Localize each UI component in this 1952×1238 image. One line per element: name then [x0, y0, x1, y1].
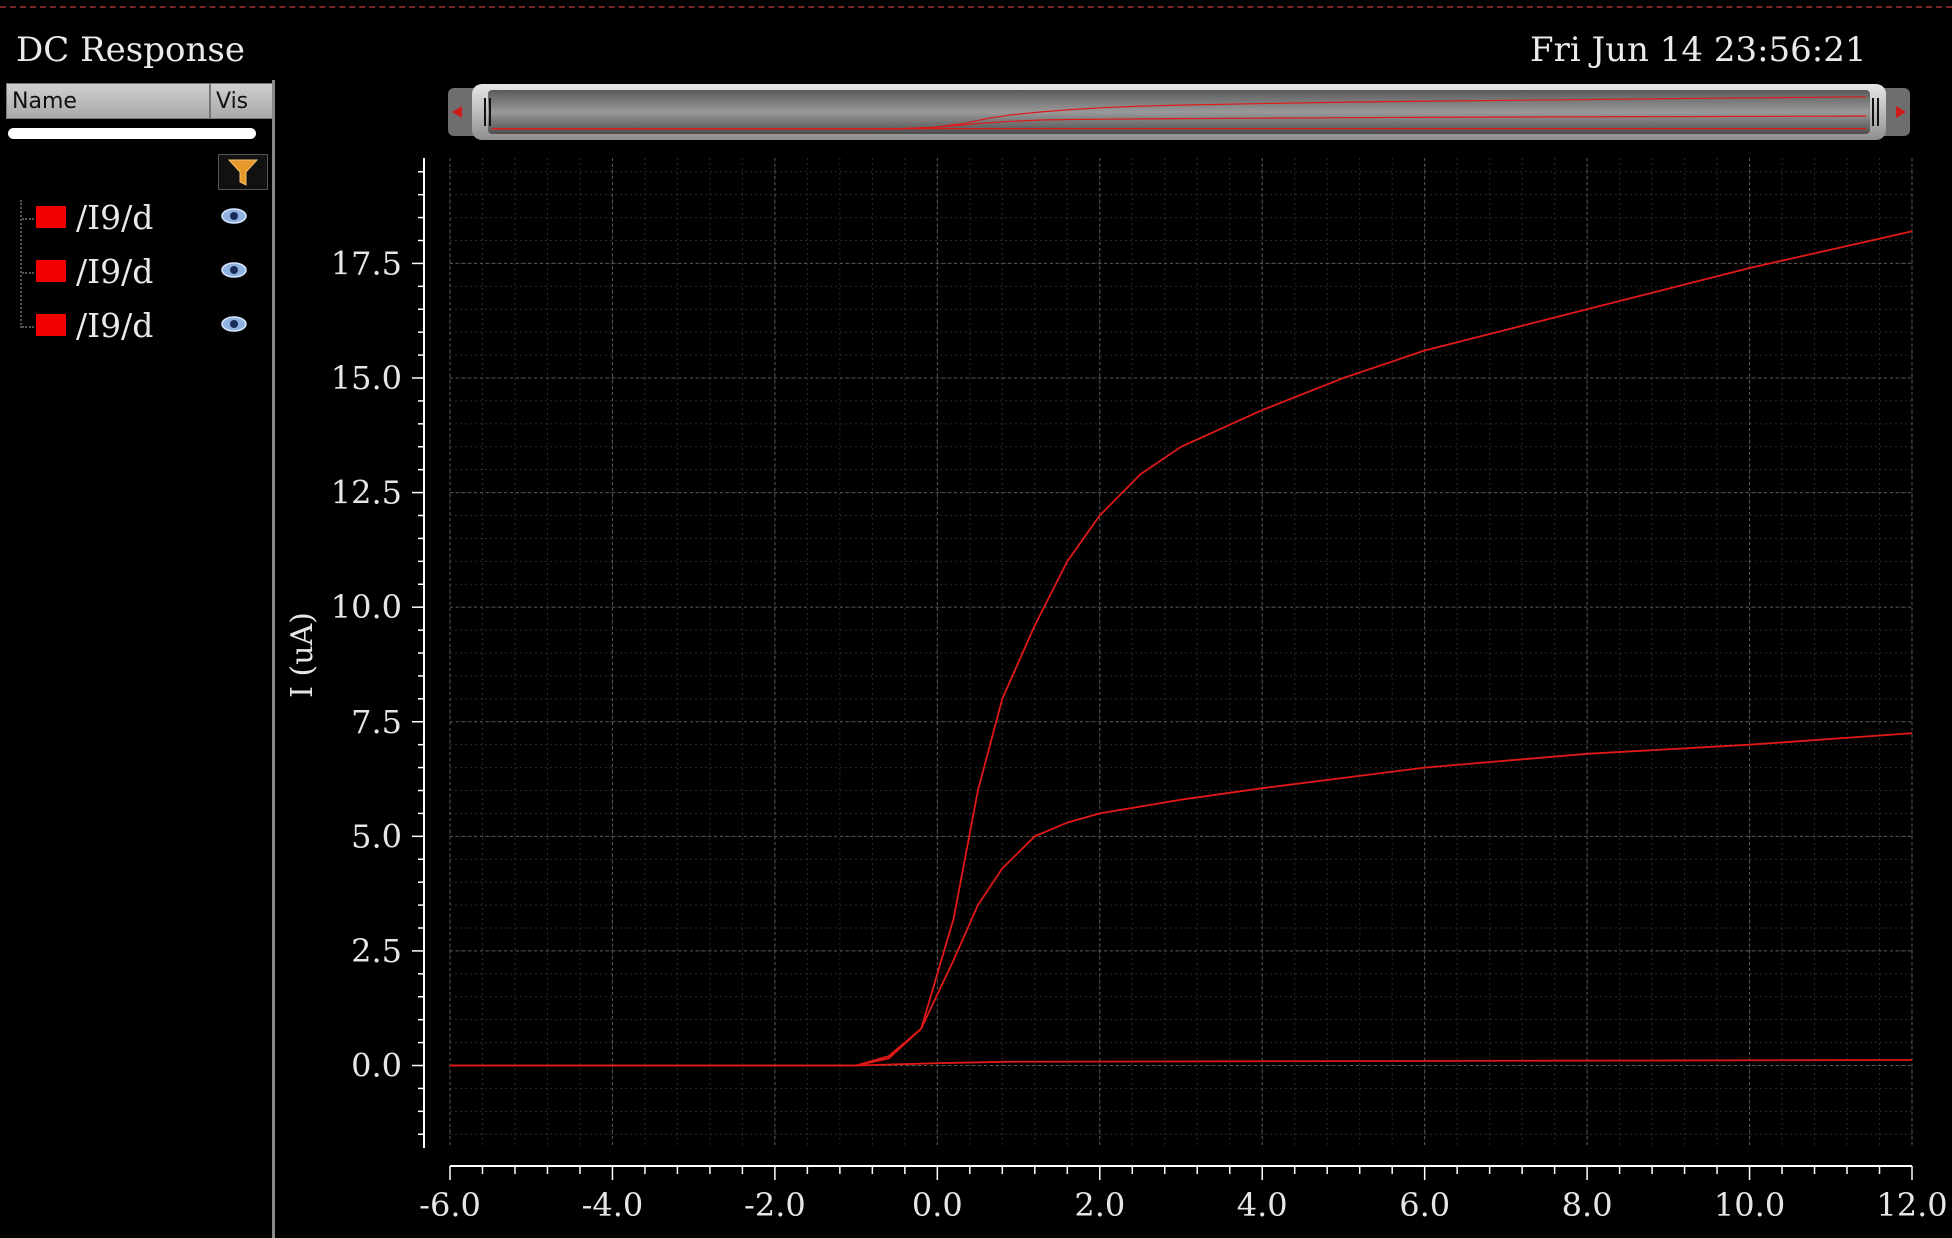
- scroll-left-arrow[interactable]: [452, 106, 462, 118]
- filter-input[interactable]: [8, 128, 256, 139]
- tree-branch: [22, 272, 34, 274]
- x-tick-label: 10.0: [1714, 1186, 1785, 1224]
- y-tick-label: 12.5: [331, 474, 402, 512]
- y-tick-label: 7.5: [351, 703, 402, 741]
- signal-color-swatch: [36, 260, 66, 282]
- x-tick-label: 2.0: [1074, 1186, 1125, 1224]
- y-tick-label: 17.5: [331, 244, 402, 282]
- x-tick-label: 4.0: [1237, 1186, 1288, 1224]
- y-tick-label: 15.0: [331, 359, 402, 397]
- signal-name: /I9/d: [76, 252, 154, 291]
- y-tick-label: 0.0: [351, 1047, 402, 1085]
- eye-icon[interactable]: [220, 204, 248, 228]
- tree-branch: [22, 326, 34, 328]
- eye-icon[interactable]: [220, 312, 248, 336]
- y-tick-label: 2.5: [351, 932, 402, 970]
- column-header-vis[interactable]: Vis: [210, 83, 275, 119]
- series-line-3[interactable]: [450, 1059, 1913, 1067]
- overview-series-line: [492, 115, 1867, 130]
- signal-row[interactable]: /I9/d: [0, 252, 270, 292]
- series-line-1[interactable]: [450, 230, 1913, 1067]
- timestamp: Fri Jun 14 23:56:21: [1530, 30, 1867, 70]
- signal-color-swatch: [36, 314, 66, 336]
- funnel-icon[interactable]: [218, 154, 268, 190]
- x-tick-label: 0.0: [912, 1186, 963, 1224]
- x-tick-label: 8.0: [1562, 1186, 1613, 1224]
- x-tick-label: -6.0: [419, 1186, 481, 1224]
- top-border: [0, 6, 1952, 8]
- x-tick-label: -4.0: [582, 1186, 644, 1224]
- window-title: DC Response: [16, 30, 245, 70]
- x-tick-label: -2.0: [744, 1186, 806, 1224]
- signal-row[interactable]: /I9/d: [0, 306, 270, 346]
- signal-row[interactable]: /I9/d: [0, 198, 270, 238]
- signal-name: /I9/d: [76, 306, 154, 345]
- series-line-2[interactable]: [450, 732, 1913, 1067]
- left-handle[interactable]: [484, 98, 486, 126]
- tree-branch: [22, 218, 34, 220]
- x-tick-label: 12.0: [1876, 1186, 1947, 1224]
- scroll-right-arrow[interactable]: [1896, 106, 1906, 118]
- y-tick-label: 5.0: [351, 817, 402, 855]
- y-tick-label: 10.0: [331, 588, 402, 626]
- column-header-name[interactable]: Name: [6, 83, 210, 119]
- tree-connector: [20, 200, 22, 328]
- overview-scrollbar[interactable]: [448, 84, 1910, 140]
- signal-name: /I9/d: [76, 198, 154, 237]
- y-axis-label: I (uA): [285, 612, 320, 698]
- panel-divider[interactable]: [272, 80, 275, 1238]
- right-handle[interactable]: [1872, 98, 1874, 126]
- signal-color-swatch: [36, 206, 66, 228]
- x-tick-label: 6.0: [1399, 1186, 1450, 1224]
- eye-icon[interactable]: [220, 258, 248, 282]
